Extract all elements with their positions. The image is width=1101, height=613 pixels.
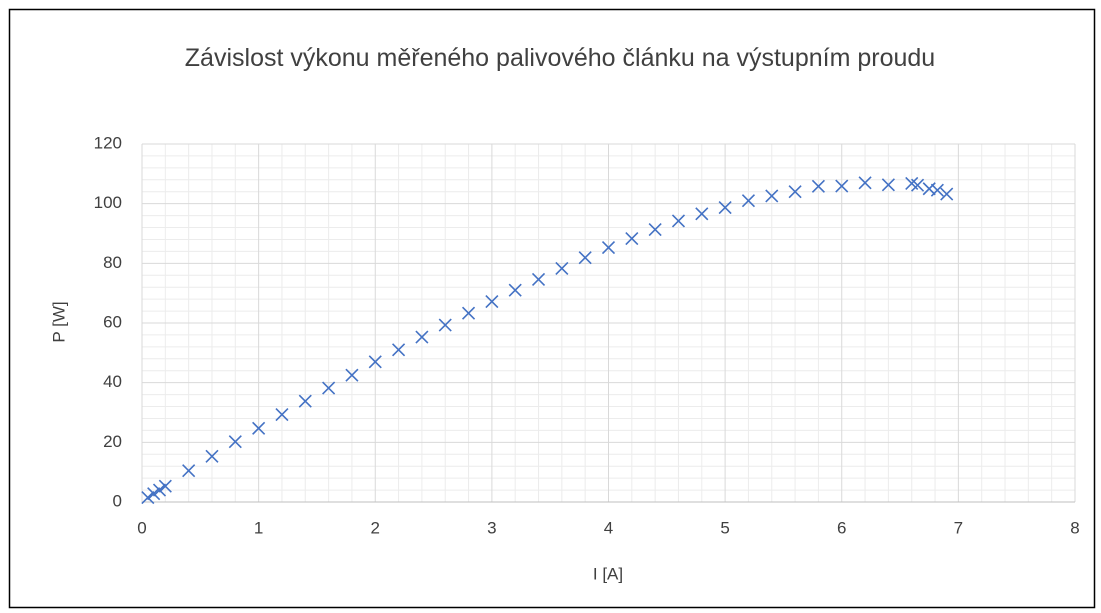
chart-border xyxy=(8,8,1096,609)
y-axis-label: P [W] xyxy=(49,301,68,342)
marker xyxy=(555,261,569,275)
chart-title: Závislost výkonu měřeného palivového člá… xyxy=(184,44,936,72)
marker xyxy=(718,200,732,215)
marker xyxy=(741,194,756,208)
marker xyxy=(695,207,709,221)
marker xyxy=(531,272,546,287)
marker xyxy=(930,183,944,197)
y-tick-label: 20 xyxy=(103,432,122,451)
y-tick-label: 80 xyxy=(103,253,122,272)
marker xyxy=(392,343,406,357)
marker xyxy=(345,368,359,382)
marker xyxy=(788,185,802,199)
marker xyxy=(158,479,172,493)
x-tick-label: 1 xyxy=(254,518,263,537)
x-tick-label: 5 xyxy=(720,518,729,537)
marker xyxy=(648,223,662,237)
marker xyxy=(671,214,686,228)
marker xyxy=(298,394,312,408)
marker xyxy=(940,187,954,201)
marker xyxy=(415,330,429,344)
y-tick-label: 60 xyxy=(103,312,122,331)
marker xyxy=(578,251,592,265)
marker xyxy=(461,306,476,320)
marker xyxy=(182,464,196,478)
marker xyxy=(858,176,872,190)
marker xyxy=(811,179,825,193)
x-axis-label: I [A] xyxy=(593,564,623,583)
marker xyxy=(275,408,289,422)
x-tick-label: 3 xyxy=(487,518,496,537)
x-tick-label: 4 xyxy=(604,518,613,537)
marker xyxy=(322,381,336,395)
marker xyxy=(835,179,849,193)
marker xyxy=(922,182,936,196)
x-tick-label: 2 xyxy=(371,518,380,537)
y-tick-label: 0 xyxy=(113,491,122,510)
marker xyxy=(147,487,161,501)
marker xyxy=(252,421,266,435)
marker xyxy=(228,435,242,449)
y-tick-label: 100 xyxy=(94,193,122,212)
y-tick-label: 40 xyxy=(103,372,122,391)
marker xyxy=(205,449,219,463)
marker xyxy=(910,178,925,192)
marker xyxy=(601,240,616,255)
x-tick-label: 7 xyxy=(954,518,963,537)
marker xyxy=(438,318,452,332)
marker xyxy=(625,232,639,246)
marker xyxy=(508,283,522,297)
x-tick-label: 8 xyxy=(1070,518,1079,537)
marker xyxy=(152,483,167,497)
x-tick-label: 6 xyxy=(837,518,846,537)
marker xyxy=(881,178,895,192)
marker xyxy=(368,355,382,369)
marker xyxy=(141,490,155,505)
y-tick-label: 120 xyxy=(94,133,122,152)
marker xyxy=(765,189,779,203)
marker xyxy=(485,294,499,309)
x-tick-label: 0 xyxy=(137,518,146,537)
